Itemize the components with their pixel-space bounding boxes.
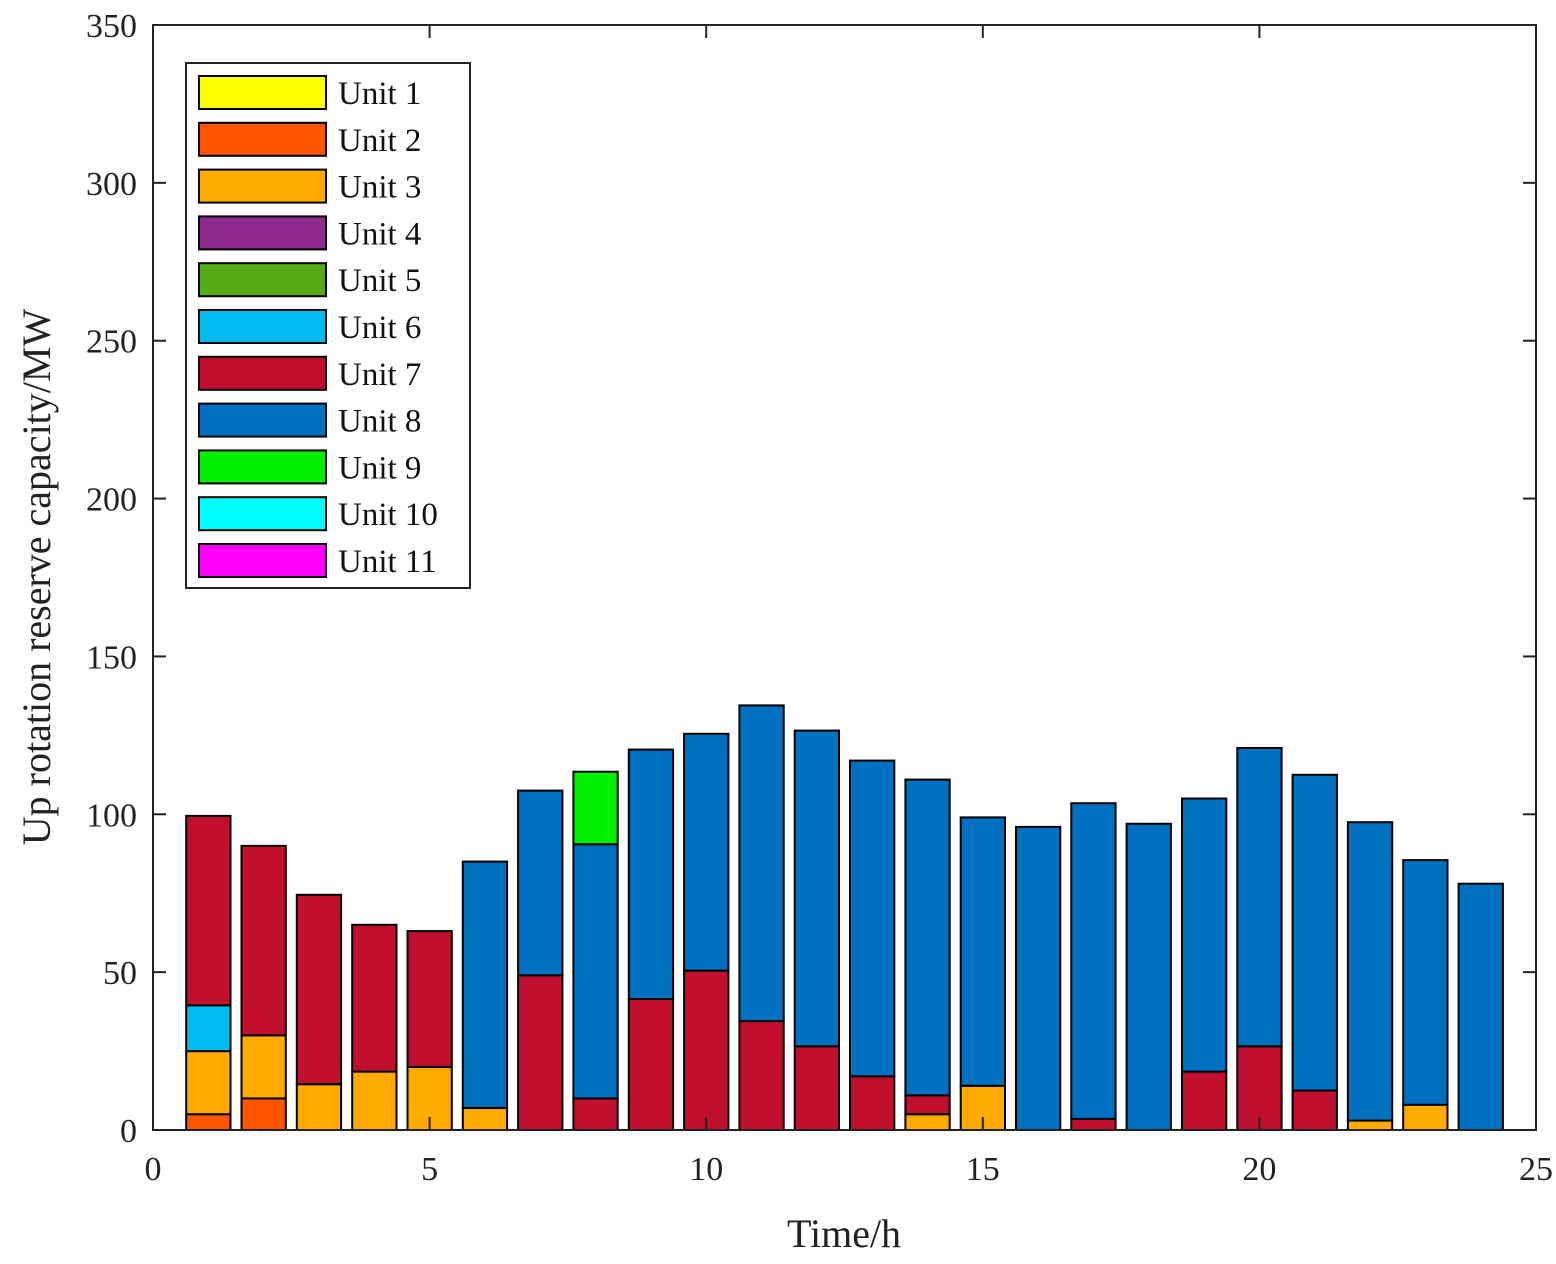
bar-unit-2-t1 — [185, 1113, 232, 1131]
legend-label-unit-10: Unit 10 — [338, 497, 438, 533]
bar-unit-7-t21 — [1291, 1089, 1338, 1131]
bar-unit-8-t22 — [1346, 821, 1394, 1122]
bar-unit-7-t8 — [572, 1097, 619, 1132]
bar-unit-8-t19 — [1181, 797, 1228, 1073]
bar-unit-8-t20 — [1236, 747, 1283, 1048]
bar-unit-7-t2 — [240, 844, 287, 1037]
legend-label-unit-7: Unit 7 — [338, 357, 421, 393]
bar-unit-8-t14 — [904, 778, 951, 1097]
y-tick-label: 250 — [86, 324, 137, 361]
legend-swatch-unit-10 — [198, 496, 327, 532]
bar-unit-8-t24 — [1457, 882, 1504, 1132]
bar-unit-2-t2 — [240, 1097, 287, 1132]
legend-swatch-unit-1 — [198, 75, 327, 110]
bar-unit-7-t14 — [904, 1094, 951, 1116]
legend-label-unit-1: Unit 1 — [338, 76, 421, 112]
plot-area-frame — [152, 24, 1537, 1131]
bar-unit-8-t12 — [793, 729, 841, 1048]
bar-unit-8-t11 — [738, 704, 785, 1023]
x-tick-labels: 0 5 10 15 20 25 — [145, 1151, 1554, 1188]
y-tick-labels: 0 50 100 150 200 250 300 350 — [86, 8, 137, 1150]
legend-label-unit-9: Unit 9 — [338, 450, 421, 486]
bar-unit-7-t9 — [627, 998, 675, 1131]
bar-layer — [185, 704, 1504, 1132]
bar-unit-8-t17 — [1070, 802, 1117, 1120]
bar-unit-7-t13 — [849, 1075, 896, 1132]
bar-unit-8-t18 — [1125, 822, 1172, 1131]
y-tick-label: 0 — [120, 1113, 137, 1150]
legend-label-unit-5: Unit 5 — [338, 263, 421, 299]
y-tick-label: 300 — [86, 166, 137, 203]
legend-swatch-unit-6 — [198, 309, 327, 344]
legend-swatch-unit-11 — [198, 543, 327, 578]
legend-swatch-unit-2 — [198, 121, 327, 157]
legend-label-unit-11: Unit 11 — [338, 544, 437, 580]
y-axis-title: Up rotation reserve capacity/MW — [14, 309, 59, 846]
bar-unit-8-t9 — [627, 748, 675, 1000]
legend-label-unit-8: Unit 8 — [338, 404, 421, 440]
x-tick-label: 5 — [421, 1151, 438, 1188]
x-tick-label: 25 — [1519, 1151, 1553, 1188]
bar-unit-7-t1 — [185, 814, 232, 1007]
legend-label-unit-3: Unit 3 — [338, 170, 421, 206]
bar-unit-7-t17 — [1070, 1118, 1117, 1131]
bar-unit-8-t13 — [849, 759, 896, 1078]
bar-unit-7-t5 — [406, 930, 453, 1068]
x-axis-title: Time/h — [787, 1211, 901, 1256]
axis-ticks — [152, 24, 1537, 1131]
y-tick-label: 350 — [86, 8, 137, 45]
x-tick-label: 20 — [1242, 1151, 1276, 1188]
bar-unit-3-t22 — [1346, 1119, 1394, 1131]
bar-unit-8-t10 — [683, 732, 730, 972]
legend-swatch-unit-3 — [198, 168, 327, 204]
y-tick-label: 50 — [103, 955, 137, 992]
bar-unit-7-t19 — [1181, 1070, 1228, 1131]
bar-unit-8-t7 — [517, 789, 564, 977]
bar-unit-3-t1 — [185, 1050, 232, 1116]
y-tick-label: 100 — [86, 797, 137, 834]
bar-unit-8-t23 — [1402, 859, 1449, 1106]
bar-unit-3-t2 — [240, 1034, 287, 1100]
legend-swatch-unit-9 — [198, 449, 327, 485]
bar-unit-8-t15 — [959, 816, 1007, 1087]
bar-unit-7-t3 — [295, 893, 343, 1086]
legend-swatch-unit-7 — [198, 355, 327, 391]
legend-swatch-unit-5 — [198, 262, 327, 298]
bar-unit-3-t23 — [1402, 1103, 1449, 1131]
bar-unit-7-t10 — [683, 969, 730, 1131]
x-tick-label: 0 — [145, 1151, 162, 1188]
bar-unit-7-t4 — [351, 923, 398, 1073]
bar-unit-3-t4 — [351, 1070, 398, 1131]
bar-unit-3-t6 — [461, 1106, 509, 1132]
bar-unit-3-t3 — [295, 1083, 343, 1131]
y-tick-label: 150 — [86, 639, 137, 676]
x-tick-label: 15 — [966, 1151, 1000, 1188]
bar-unit-7-t7 — [517, 974, 564, 1131]
x-tick-label: 10 — [689, 1151, 723, 1188]
bar-unit-6-t1 — [185, 1004, 232, 1053]
bar-unit-7-t11 — [738, 1020, 785, 1131]
legend-label-unit-6: Unit 6 — [338, 310, 421, 346]
legend-swatch-unit-8 — [198, 402, 327, 438]
legend-label-unit-4: Unit 4 — [338, 216, 421, 252]
legend: Unit 1 Unit 2 Unit 3 Unit 4 Unit 5 Unit 6 Unit… — [185, 62, 471, 589]
bar-unit-3-t14 — [904, 1113, 951, 1131]
bar-unit-9-t8 — [572, 770, 619, 846]
y-tick-label: 200 — [86, 482, 137, 519]
bar-unit-8-t6 — [461, 860, 509, 1109]
legend-label-unit-2: Unit 2 — [338, 123, 421, 159]
bar-unit-7-t12 — [793, 1045, 841, 1132]
legend-swatch-unit-4 — [198, 215, 327, 251]
bar-unit-8-t16 — [1015, 825, 1062, 1132]
bar-unit-8-t21 — [1291, 773, 1338, 1092]
bar-unit-8-t8 — [572, 843, 619, 1100]
